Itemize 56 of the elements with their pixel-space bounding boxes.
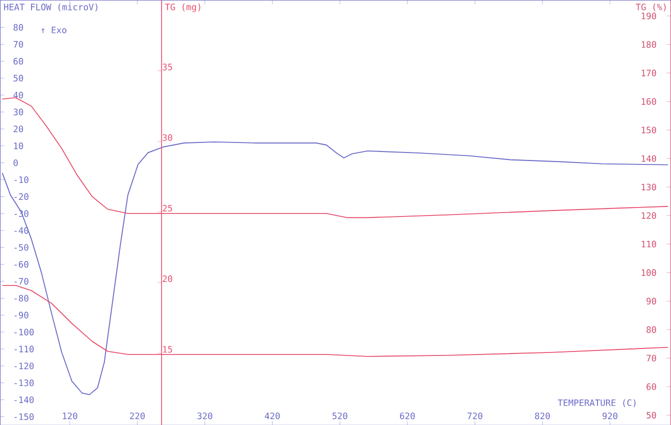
y3-tick-label: 50 [646, 412, 656, 418]
y2-tick-label: 25 [162, 204, 172, 212]
y3-tick-label: 60 [646, 383, 656, 390]
y-tick-label: -110 [14, 345, 34, 352]
x-tick-label: 520 [332, 412, 348, 420]
x-tick-label: 120 [62, 412, 78, 420]
y-tick-label: 10 [14, 142, 24, 149]
y2-tick-label: 20 [162, 275, 172, 282]
y-tick-label: -90 [14, 312, 28, 318]
y-tick-label: 20 [14, 125, 24, 132]
y3-tick-label: 90 [646, 298, 656, 304]
y2-tick-label: 15 [163, 346, 172, 352]
x-axis-title: TEMPERATURE (C) [558, 399, 636, 407]
y-axis-title: HEAT FLOW (microV) [4, 3, 98, 12]
y3-tick-label: 150 [642, 126, 656, 134]
y3-tick-label: 120 [642, 212, 656, 219]
x-tick-label: 920 [602, 412, 618, 420]
y3-tick-label: 70 [646, 354, 656, 362]
y-tick-label: -70 [14, 278, 28, 284]
y-tick-label: -150 [14, 413, 34, 420]
y2-tick-label: 30 [162, 134, 172, 141]
y2-axis-title: TG (mg) [165, 3, 200, 12]
y-tick-label: -60 [14, 260, 28, 268]
y-tick-label: -100 [14, 328, 34, 336]
y-tick-label: 50 [14, 74, 24, 82]
x-tick-label: 720 [468, 412, 482, 420]
y3-tick-label: 140 [642, 154, 656, 162]
x-tick-label: 320 [197, 412, 212, 420]
y3-tick-label: 190 [642, 12, 656, 20]
y3-tick-label: 130 [642, 184, 656, 190]
y-tick-label: -130 [14, 379, 34, 386]
y-tick-label: -50 [14, 244, 28, 251]
y-tick-label: -120 [14, 362, 34, 370]
y-tick-label: 70 [14, 40, 24, 48]
x-tick-label: 220 [130, 412, 145, 420]
y-tick-label: -140 [14, 396, 34, 403]
x-tick-label: 420 [264, 412, 280, 420]
y3-tick-label: 80 [646, 326, 656, 333]
y3-axis-title: TG (%) [636, 3, 666, 12]
y-tick-label: 40 [13, 92, 24, 98]
y-tick-label: -10 [14, 176, 28, 183]
y-tick-label: 0 [14, 159, 18, 166]
x-tick-label: 820 [535, 412, 550, 420]
x-tick-label: 620 [400, 412, 415, 420]
y3-tick-label: 170 [642, 69, 656, 76]
y3-tick-label: 160 [642, 98, 656, 105]
y-tick-label: 80 [14, 24, 24, 30]
y-tick-label: 60 [14, 58, 24, 64]
y-tick-label: -80 [14, 294, 28, 302]
y3-tick-label: 110 [642, 240, 656, 248]
y-tick-label: -20 [14, 193, 28, 200]
y3-tick-label: 180 [642, 40, 656, 48]
annotation: ↑ Exo [42, 26, 66, 34]
y-tick-label: 30 [14, 108, 24, 116]
y3-tick-label: 100 [642, 269, 656, 276]
y2-tick-label: 35 [162, 63, 172, 70]
